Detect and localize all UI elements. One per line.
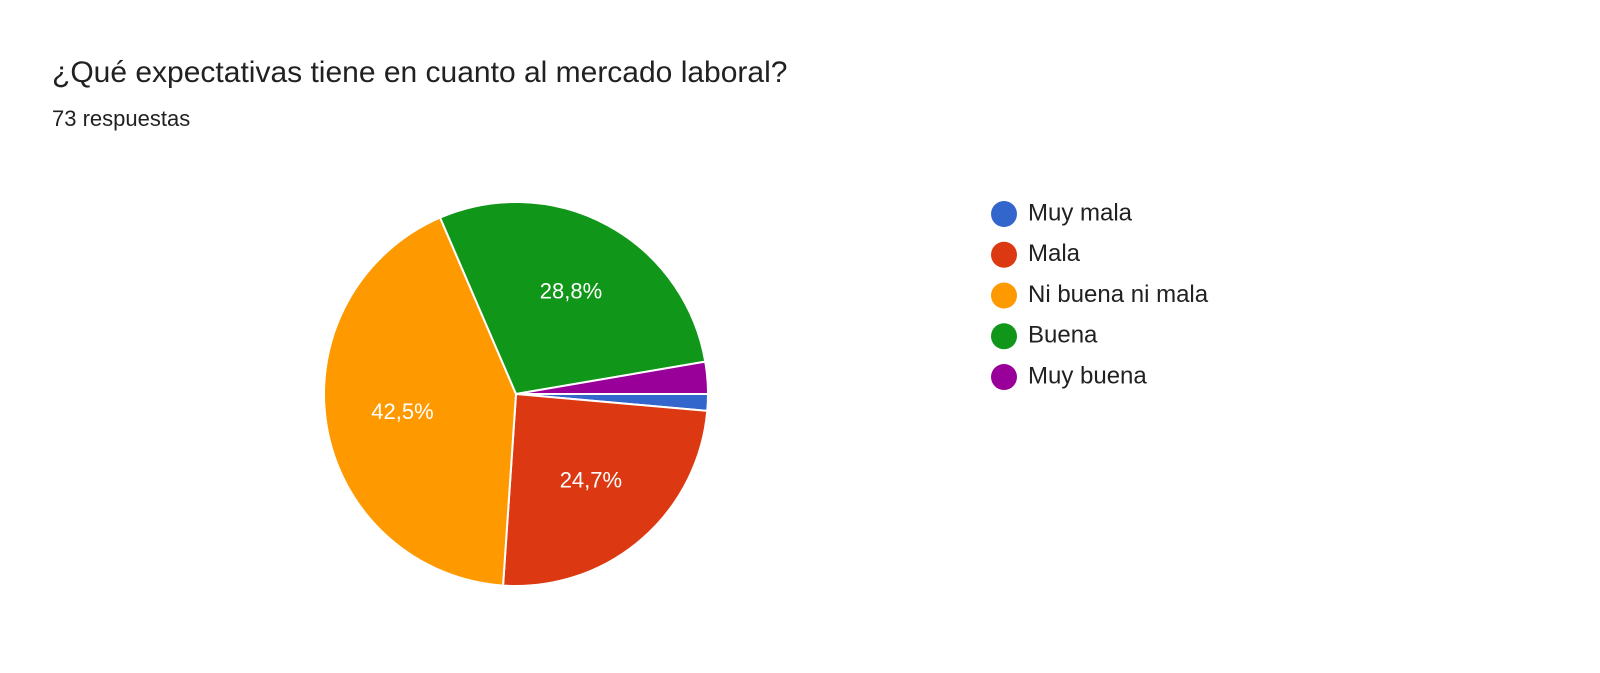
legend-label: Muy buena bbox=[1028, 362, 1147, 389]
pie-slice bbox=[515, 360, 710, 395]
pie-slice bbox=[501, 392, 709, 587]
pie-slice bbox=[323, 216, 518, 587]
legend-label: Muy mala bbox=[1028, 199, 1133, 226]
legend-swatch bbox=[991, 201, 1017, 227]
legend-swatch bbox=[991, 323, 1017, 350]
pie-slice bbox=[438, 201, 707, 396]
chart-subtitle: 73 respuestas bbox=[52, 106, 190, 131]
legend-label: Mala bbox=[1028, 240, 1081, 267]
chart-title: ¿Qué expectativas tiene en cuanto al mer… bbox=[52, 56, 787, 89]
slice-label: 24,7% bbox=[560, 467, 622, 492]
legend-swatch bbox=[991, 241, 1017, 268]
legend-label: Ni buena ni mala bbox=[1028, 281, 1209, 308]
legend-swatch bbox=[991, 364, 1017, 390]
legend-label: Buena bbox=[1028, 322, 1098, 349]
legend-swatch bbox=[991, 282, 1017, 309]
slice-label: 28,8% bbox=[540, 279, 602, 304]
slice-label: 42,5% bbox=[371, 399, 433, 424]
